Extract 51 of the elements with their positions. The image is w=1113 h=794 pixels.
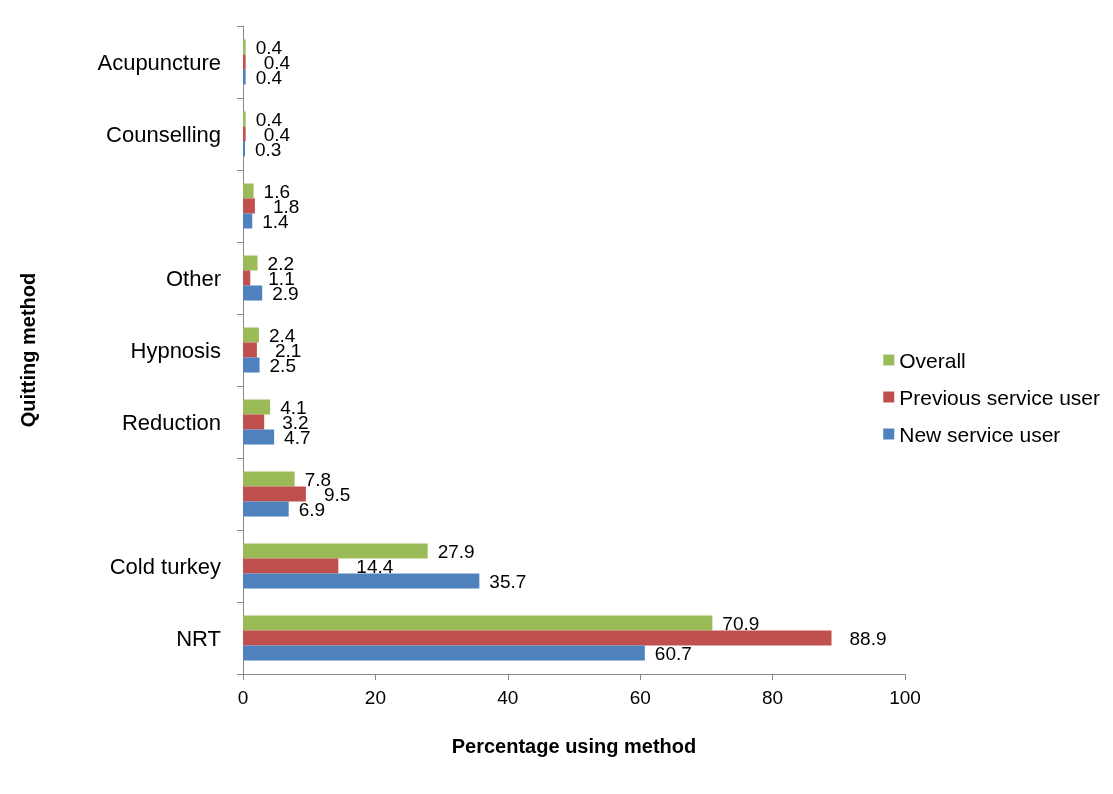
y-tick-label: Cold turkey bbox=[109, 553, 221, 579]
data-label: 35.7 bbox=[489, 570, 527, 592]
bar bbox=[243, 471, 295, 487]
x-tick-label: 20 bbox=[364, 687, 386, 708]
bar bbox=[243, 573, 480, 589]
bar bbox=[243, 414, 265, 430]
bar bbox=[243, 285, 263, 301]
bar bbox=[243, 615, 713, 631]
y-tick-label: Reduction bbox=[121, 409, 221, 435]
data-label: 14.4 bbox=[356, 555, 394, 577]
bar bbox=[243, 39, 246, 55]
y-tick-label: NRT bbox=[176, 625, 221, 651]
x-tick-label: 80 bbox=[762, 687, 784, 708]
bar bbox=[243, 558, 339, 574]
bar bbox=[243, 645, 645, 661]
legend-label: Previous service user bbox=[899, 385, 1101, 409]
bar bbox=[243, 126, 246, 142]
bar bbox=[243, 429, 275, 445]
y-tick-label: Hypnosis bbox=[130, 337, 221, 363]
x-tick-label: 40 bbox=[497, 687, 519, 708]
bar bbox=[243, 213, 253, 229]
bar bbox=[243, 357, 260, 373]
y-tick-label: Other bbox=[165, 265, 221, 291]
bar bbox=[243, 543, 428, 559]
bar bbox=[243, 198, 255, 214]
legend-label: Overall bbox=[899, 348, 966, 372]
y-axis-title: Quitting method bbox=[17, 272, 39, 428]
bar bbox=[243, 399, 271, 415]
x-axis-title: Percentage using method bbox=[451, 735, 697, 757]
bar bbox=[243, 342, 257, 358]
x-tick-label: 60 bbox=[629, 687, 651, 708]
bar bbox=[243, 183, 254, 199]
data-label: 88.9 bbox=[849, 627, 887, 649]
x-tick-label: 0 bbox=[237, 687, 249, 708]
y-tick-label: Acupuncture bbox=[97, 49, 221, 75]
data-label: 60.7 bbox=[654, 642, 692, 664]
bar bbox=[243, 327, 259, 343]
data-label: 6.9 bbox=[298, 498, 326, 520]
bar bbox=[243, 486, 306, 502]
bar bbox=[243, 501, 289, 517]
data-label: 70.9 bbox=[722, 612, 760, 634]
bar bbox=[243, 69, 246, 85]
x-tick-label: 100 bbox=[889, 687, 921, 708]
bar bbox=[243, 111, 246, 127]
bar bbox=[243, 630, 832, 646]
bar bbox=[243, 255, 258, 271]
y-tick-label: Counselling bbox=[106, 121, 221, 147]
data-label: 27.9 bbox=[437, 540, 475, 562]
bar bbox=[243, 270, 251, 286]
bar bbox=[243, 54, 246, 70]
legend-label: New service user bbox=[899, 422, 1061, 446]
